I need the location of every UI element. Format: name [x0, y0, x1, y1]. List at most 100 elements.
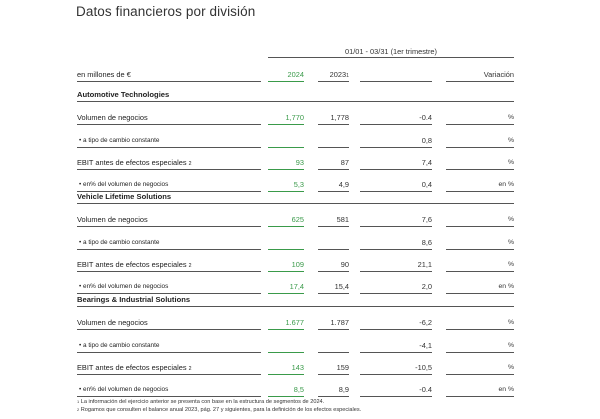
footnote-1-number: 1	[77, 399, 80, 404]
value-2024: 93	[295, 158, 304, 167]
row-divider-2023	[318, 249, 349, 250]
footnote-1: 1 La información del ejercicio anterior …	[77, 398, 517, 406]
row-divider-unit	[446, 374, 514, 375]
row-divider-variation	[360, 352, 432, 353]
row-divider-2024	[268, 147, 304, 148]
section-header-row: Bearings & Industrial Solutions	[0, 295, 600, 307]
row-divider-label	[77, 271, 261, 272]
row-divider-2024	[268, 293, 304, 294]
row-divider-label	[77, 374, 261, 375]
row-divider-label	[77, 124, 261, 125]
value-2024: 17,4	[289, 282, 304, 291]
table-row: EBIT antes de efectos especiales 2 93 87 7,…	[0, 158, 600, 170]
column-2024: 2024	[287, 70, 304, 79]
value-2024: 1,770	[285, 113, 305, 122]
row-divider-variation	[360, 293, 432, 294]
value-variation: 0,8	[421, 136, 432, 145]
table-row: EBIT antes de efectos especiales 2 109 90 2…	[0, 260, 600, 272]
value-unit: en %	[498, 181, 515, 188]
row-divider-label	[77, 293, 261, 294]
column-2023-footnote: 1	[346, 73, 349, 79]
row-divider-2023	[318, 374, 349, 375]
row-divider-2024	[268, 169, 304, 170]
value-2023: 4,9	[338, 180, 349, 189]
row-label-text: EBIT antes de efectos especiales	[77, 363, 187, 372]
value-variation: 21,1	[417, 260, 432, 269]
row-label-text: Volumen de negocios	[77, 215, 148, 224]
row-divider-2023	[318, 271, 349, 272]
value-unit: %	[507, 239, 514, 246]
row-divider-2024	[268, 374, 304, 375]
value-variation: 2,0	[421, 282, 432, 291]
row-label-text: • en% del volumen de negocios	[79, 283, 169, 290]
value-variation: 7,6	[421, 215, 432, 224]
row-label: Volumen de negocios	[77, 318, 148, 328]
row-divider-label	[77, 226, 261, 227]
row-label: • en% del volumen de negocios	[79, 385, 168, 395]
row-divider-unit	[446, 352, 514, 353]
value-2024	[268, 136, 304, 146]
row-divider-variation	[360, 249, 432, 250]
row-divider-label	[77, 147, 261, 148]
header-divider-2023	[318, 81, 349, 82]
row-label: • a tipo de cambio constante	[79, 136, 159, 146]
value-2023: 581	[336, 215, 349, 224]
row-divider-2023	[318, 124, 349, 125]
row-divider-2024	[268, 329, 304, 330]
value-2024: 143	[291, 363, 304, 372]
header-divider-label	[77, 81, 261, 82]
header-divider-variation	[360, 81, 432, 82]
row-divider-label	[77, 169, 261, 170]
table-row: • en% del volumen de negocios 5,3 4,9 0,4 en…	[0, 180, 600, 192]
value-2024: 8,5	[293, 385, 304, 394]
row-divider-variation	[360, 147, 432, 148]
value-unit: %	[507, 342, 514, 349]
row-label: EBIT antes de efectos especiales 2	[77, 260, 192, 270]
value-2023: 87	[340, 158, 349, 167]
row-divider-variation	[360, 271, 432, 272]
row-label-footnote: 2	[188, 366, 192, 372]
value-2024: 625	[291, 215, 304, 224]
table-row: EBIT antes de efectos especiales 2 143 159…	[0, 363, 600, 375]
row-divider-2023	[318, 293, 349, 294]
row-divider-2023	[318, 191, 349, 192]
section-title: Automotive Technologies	[77, 90, 170, 99]
row-divider-unit	[446, 249, 514, 250]
value-2023: 1,778	[330, 113, 350, 122]
value-variation: -10,5	[415, 363, 432, 372]
value-2024	[268, 238, 304, 248]
footnote-2: 2 Rogamos que consulten el balance anual…	[77, 406, 517, 414]
value-2023: 8,9	[338, 385, 349, 394]
row-divider-unit	[446, 169, 514, 170]
column-variation: Variación	[483, 70, 514, 79]
value-2024: 5,3	[293, 180, 304, 189]
value-unit: %	[507, 319, 514, 326]
header-divider-2024	[268, 81, 304, 82]
row-divider-2024	[268, 249, 304, 250]
row-label: • a tipo de cambio constante	[79, 341, 159, 351]
value-unit: %	[507, 261, 514, 268]
period-heading: 01/01 - 03/31 (1er trimestre)	[344, 47, 437, 56]
value-2023	[318, 238, 349, 248]
row-divider-unit	[446, 191, 514, 192]
value-unit: %	[507, 114, 514, 121]
value-2023	[318, 136, 349, 146]
row-divider-unit	[446, 293, 514, 294]
row-label: • a tipo de cambio constante	[79, 238, 159, 248]
table-row: • a tipo de cambio constante 0,8%	[0, 136, 600, 148]
unit-label: en millones de €	[77, 70, 131, 79]
row-divider-label	[77, 329, 261, 330]
table-header-row: en millones de € 2024 20231 Variación	[0, 70, 600, 82]
section-header-row: Vehicle Lifetime Solutions	[0, 192, 600, 204]
row-divider-2023	[318, 396, 349, 397]
row-label-text: Volumen de negocios	[77, 318, 148, 327]
column-2023: 20231	[318, 70, 349, 80]
value-variation: 0,4	[421, 180, 432, 189]
value-2024: 1.677	[285, 318, 305, 327]
row-label: • en% del volumen de negocios	[79, 282, 168, 292]
row-divider-unit	[446, 396, 514, 397]
header-divider-unit	[446, 81, 514, 82]
row-divider-2023	[318, 147, 349, 148]
column-2023-text: 2023	[329, 70, 347, 79]
row-label: Volumen de negocios	[77, 113, 148, 123]
